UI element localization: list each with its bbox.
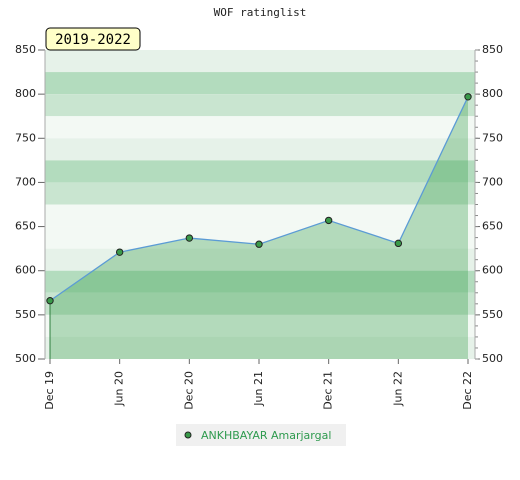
y2-tick-label: 750: [482, 131, 503, 144]
background-band: [45, 226, 475, 249]
background-band: [45, 50, 475, 73]
y2-tick-label: 600: [482, 264, 503, 277]
background-band: [45, 314, 475, 337]
y2-tick-label: 650: [482, 220, 503, 233]
x-tick-label: Jun 20: [113, 371, 126, 407]
y-tick-label: 600: [15, 264, 36, 277]
background-band: [45, 160, 475, 183]
legend-box: [176, 424, 346, 446]
point: [324, 216, 333, 225]
y-tick-label: 500: [15, 352, 36, 365]
y-tick-label: 550: [15, 308, 36, 321]
point: [115, 248, 124, 256]
y2-tick-label: 700: [482, 175, 503, 188]
y2-tick-label: 550: [482, 308, 503, 321]
y2-tick-label: 800: [482, 87, 503, 100]
background-band: [45, 248, 475, 271]
y2-tick-label: 500: [482, 352, 503, 365]
x-tick-label: Dec 22: [461, 371, 474, 410]
y-tick-label: 650: [15, 220, 36, 233]
y-tick-label: 700: [15, 175, 36, 188]
background-band: [45, 270, 475, 293]
background-band: [45, 336, 475, 359]
background-band: [45, 292, 475, 315]
legend-label: ANKHBAYAR Amarjargal: [201, 429, 331, 442]
point: [46, 297, 54, 305]
background-band: [45, 182, 475, 205]
background-band: [45, 204, 475, 227]
point: [394, 239, 403, 248]
x-tick-label: Dec 20: [182, 371, 195, 410]
y-tick-label: 850: [15, 43, 36, 56]
area: [50, 96, 468, 359]
y-tick-label: 800: [15, 87, 36, 100]
point: [255, 240, 263, 248]
annotation-box: [45, 27, 141, 51]
point: [464, 93, 472, 101]
chart-title: WOF ratinglist: [214, 6, 307, 19]
background-band: [45, 138, 475, 161]
x-tick-label: Jun 22: [391, 371, 404, 407]
x-tick-label: Dec 19: [43, 371, 56, 410]
background-band: [45, 94, 475, 117]
background-band: [45, 116, 475, 139]
point: [185, 234, 194, 242]
x-tick-label: Jun 21: [252, 371, 265, 407]
y2-tick-label: 850: [482, 43, 503, 56]
annotation: 2019-2022: [55, 32, 131, 48]
background-band: [45, 72, 475, 95]
legend-marker: [184, 431, 192, 439]
x-tick-label: Dec 21: [322, 371, 335, 410]
y-tick-label: 750: [15, 131, 36, 144]
